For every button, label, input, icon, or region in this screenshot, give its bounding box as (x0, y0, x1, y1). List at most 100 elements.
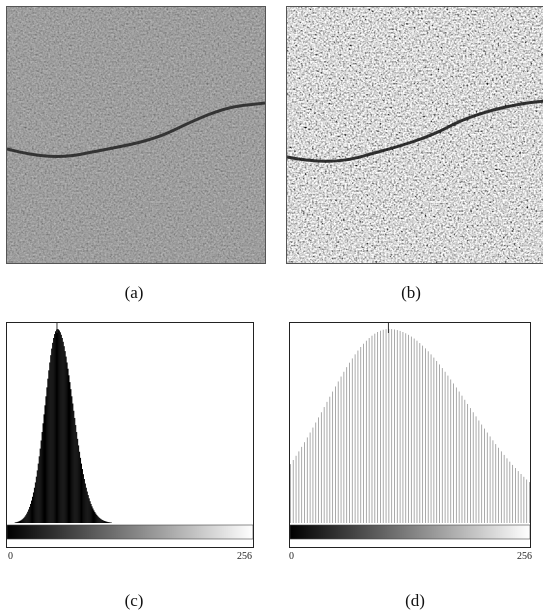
histogram-bar (419, 343, 421, 523)
histogram-bar (107, 522, 109, 523)
histogram-bar (19, 520, 21, 523)
histogram-bar (64, 351, 66, 523)
histogram-bar (105, 521, 107, 523)
histogram-bar (475, 416, 477, 523)
histogram-bar (312, 427, 314, 523)
histogram-d-frame (289, 322, 531, 548)
histogram-bar (374, 333, 376, 523)
histogram-bar (441, 368, 443, 523)
histogram-bar (464, 399, 466, 523)
histogram-bar (444, 371, 446, 523)
histogram-bar (472, 412, 474, 523)
histogram-bar (54, 334, 56, 523)
histogram-bar (83, 479, 85, 523)
histogram-bar (298, 451, 300, 523)
histogram-bar (60, 334, 62, 523)
histogram-bar (74, 417, 76, 523)
histogram-bar (26, 513, 28, 523)
histogram-bar (433, 357, 435, 523)
histogram-d (290, 323, 530, 540)
histogram-bar (103, 520, 105, 523)
histogram-bar (79, 451, 81, 523)
histogram-bar (340, 376, 342, 523)
histogram-bar (102, 520, 104, 523)
histogram-bar (33, 487, 35, 523)
histogram-bar (56, 329, 58, 523)
histogram-bar (80, 457, 82, 523)
histogram-bar (57, 329, 59, 523)
histogram-bar (523, 476, 525, 523)
histogram-bar (76, 432, 78, 523)
histogram-c-frame (6, 322, 254, 548)
histogram-bar (416, 340, 418, 523)
histogram-bar (78, 445, 80, 523)
histogram-bar (396, 330, 398, 523)
histogram-bar (31, 496, 33, 523)
histogram-bar (105, 521, 107, 523)
histogram-bar (88, 498, 90, 523)
histogram-bar (89, 501, 91, 523)
histogram-bar (96, 514, 98, 523)
histogram-bar (47, 378, 49, 523)
histogram-bar (422, 345, 424, 523)
histogram-bar (21, 519, 23, 523)
histogram-bar (382, 329, 384, 523)
image-a-original (6, 6, 266, 264)
histogram-bar (80, 463, 82, 523)
histogram-bar (290, 464, 291, 523)
hist-d-tick-min: 0 (289, 551, 294, 562)
caption-c: (c) (124, 591, 144, 610)
histogram-bar (520, 473, 522, 523)
histogram-bar (447, 375, 449, 523)
histogram-bar (92, 508, 94, 523)
histogram-bar (486, 432, 488, 523)
histogram-bar (46, 387, 48, 523)
histogram-bar (332, 391, 334, 523)
histogram-bar (49, 362, 51, 523)
histogram-bar (349, 362, 350, 523)
histogram-bar (72, 403, 74, 523)
histogram-bar (30, 503, 32, 523)
histogram-bar (495, 444, 497, 523)
histogram-bar (360, 346, 362, 523)
histogram-bar (53, 337, 55, 523)
histogram-bar (95, 513, 97, 523)
histogram-bar (458, 391, 460, 523)
histogram-bar (371, 335, 373, 523)
histogram-bar (354, 354, 356, 523)
histogram-bar (346, 367, 348, 523)
histogram-bar (399, 330, 401, 523)
histogram-bar (41, 432, 43, 523)
histogram-bar (70, 389, 72, 523)
histogram-bar (31, 500, 33, 523)
histogram-bar (50, 355, 52, 523)
histogram-bar (377, 332, 379, 523)
histogram-bar (36, 470, 38, 523)
histogram-bar (109, 522, 111, 523)
histogram-bar (66, 362, 68, 523)
gray-gradient-bar (290, 524, 530, 540)
histogram-bar (329, 396, 331, 523)
histogram-bar (489, 436, 491, 523)
crack-line-a (7, 101, 265, 158)
histogram-bar (24, 516, 26, 523)
image-b-enhanced (286, 6, 543, 264)
histogram-bar (37, 463, 39, 523)
histogram-bar (388, 329, 390, 523)
hist-d-tick-max: 256 (517, 551, 532, 562)
histogram-bar (84, 483, 86, 523)
histogram-bar (506, 458, 508, 523)
histogram-bar (492, 440, 494, 523)
histogram-bar (318, 417, 319, 523)
histogram-bar (23, 517, 25, 523)
histogram-bar (391, 329, 393, 523)
histogram-bar (59, 332, 61, 523)
histogram-bar (75, 425, 77, 523)
histogram-bar (65, 356, 67, 523)
histogram-bar (69, 382, 71, 523)
histogram-bar (368, 338, 370, 523)
histogram-bar (380, 330, 381, 523)
histogram-bar (430, 354, 432, 523)
histogram-bar (91, 506, 93, 523)
histogram-bar (61, 337, 63, 523)
